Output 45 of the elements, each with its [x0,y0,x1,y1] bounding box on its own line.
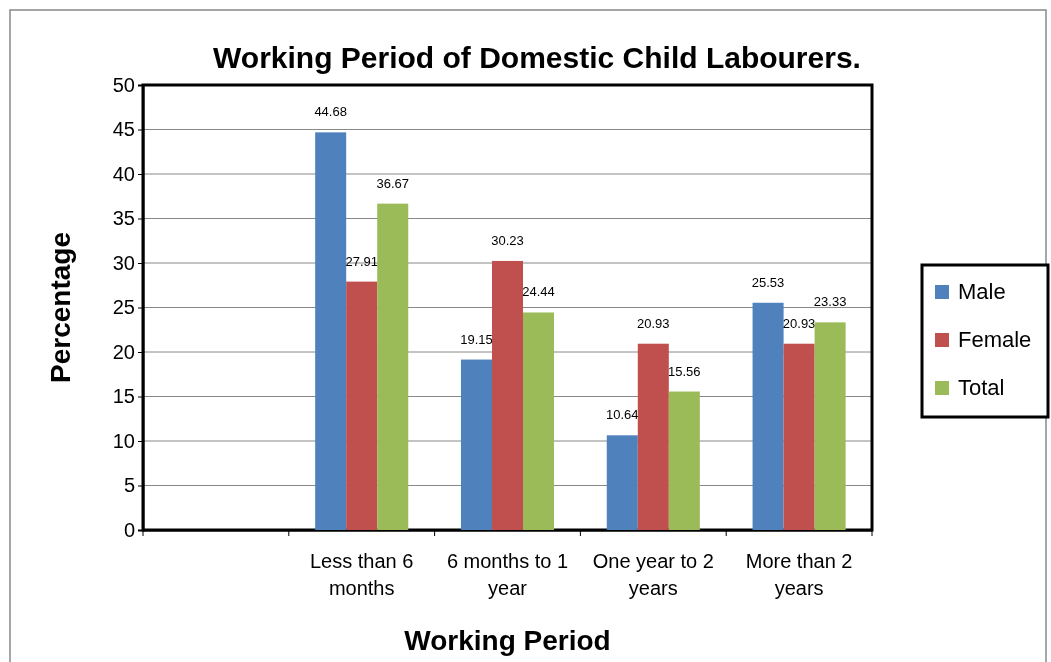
x-axis-title: Working Period [404,625,611,656]
data-label: 30.23 [491,232,524,248]
x-tick-label: One year to 2 years [592,550,714,599]
data-label: 20.93 [782,315,816,331]
data-label: 10.64 [606,407,639,423]
data-label: 20.93 [637,315,670,331]
x-tick-label: 6 months to 1 year [446,550,569,599]
y-tick-label: 20 [112,340,135,363]
data-label: 36.67 [376,175,409,191]
bar [346,281,378,530]
y-axis-title: Percentage [45,232,76,383]
legend-label: Female [958,327,1032,352]
y-tick-label: 45 [112,118,135,141]
y-tick-label: 30 [112,251,135,274]
bar [523,312,555,530]
data-label: 27.91 [345,253,378,269]
y-tick-label: 35 [112,207,135,230]
data-label: 44.68 [314,104,347,120]
y-tick-label: 15 [112,385,135,408]
y-tick-label: 10 [112,429,135,452]
bar [783,343,815,530]
bar [315,132,347,530]
data-label: 19.15 [460,331,493,347]
legend-label: Male [958,279,1006,304]
data-label: 24.44 [522,284,555,300]
y-tick-label: 25 [112,296,135,319]
y-tick-label: 5 [123,474,135,497]
bar [814,322,846,530]
y-tick-label: 50 [112,73,135,96]
bar [752,302,784,530]
legend-label: Total [958,375,1005,400]
y-tick-label: 40 [112,162,135,185]
bar [460,359,492,530]
bar [377,203,409,530]
data-label: 25.53 [751,274,785,290]
bar [637,343,669,530]
bar [606,435,638,530]
bar [668,391,700,530]
chart-title: Working Period of Domestic Child Labourers. [213,41,861,74]
y-tick-label: 0 [123,518,135,541]
bar [491,260,524,530]
data-label: 23.33 [813,294,847,310]
x-tick-label: More than 2 years [745,550,853,599]
x-tick-label: Less than 6 months [309,550,414,599]
data-label: 15.56 [668,363,701,379]
